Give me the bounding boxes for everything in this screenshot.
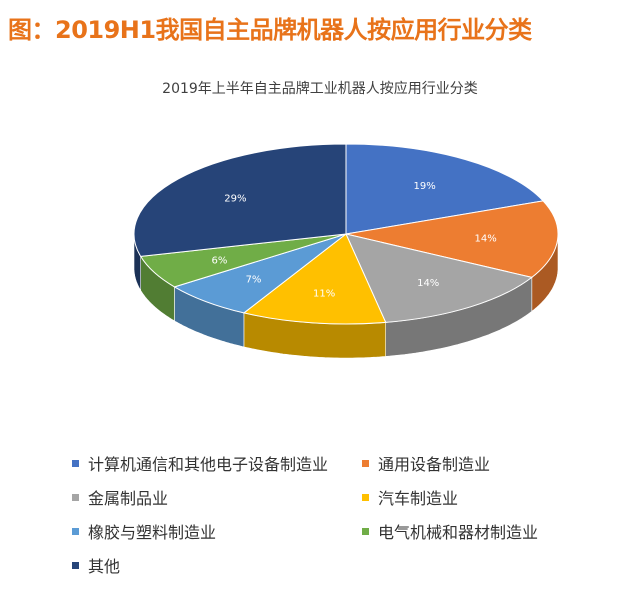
legend-swatch bbox=[362, 459, 369, 467]
slice-label-2: 14% bbox=[417, 278, 439, 289]
slice-label-3: 11% bbox=[313, 289, 335, 300]
slice-label-5: 6% bbox=[211, 255, 227, 266]
legend-label: 汽车制造业 bbox=[378, 489, 459, 508]
legend-item: 其他 bbox=[72, 554, 362, 576]
pie-slice-6 bbox=[133, 143, 347, 257]
pie-slice-1 bbox=[345, 200, 559, 278]
slice-label-4: 7% bbox=[246, 275, 262, 286]
legend-item: 通用设备制造业 bbox=[362, 452, 612, 474]
slice-label-1: 14% bbox=[474, 234, 496, 245]
legend-item: 计算机通信和其他电子设备制造业 bbox=[72, 452, 362, 474]
slice-label-6: 29% bbox=[224, 194, 246, 205]
slice-label-0: 19% bbox=[413, 181, 435, 192]
legend-swatch bbox=[362, 527, 369, 535]
legend-item: 电气机械和器材制造业 bbox=[362, 520, 612, 542]
legend-label: 橡胶与塑料制造业 bbox=[88, 523, 217, 542]
legend-label: 电气机械和器材制造业 bbox=[378, 523, 539, 542]
legend-swatch bbox=[72, 493, 79, 501]
legend-label: 金属制品业 bbox=[88, 489, 169, 508]
chart-title: 2019年上半年自主品牌工业机器人按应用行业分类 bbox=[162, 81, 478, 97]
figure-title: 图：2019H1我国自主品牌机器人按应用行业分类 bbox=[8, 16, 532, 44]
legend-swatch bbox=[72, 459, 79, 467]
legend-swatch bbox=[72, 527, 79, 535]
legend-label: 其他 bbox=[88, 557, 121, 576]
pie-slice-3 bbox=[242, 233, 387, 325]
legend-swatch bbox=[362, 493, 369, 501]
legend-item: 汽车制造业 bbox=[362, 486, 612, 508]
legend: 计算机通信和其他电子设备制造业 通用设备制造业金属制品业 汽车制造业橡胶与塑料制造业… bbox=[72, 452, 612, 576]
pie-slice-2 bbox=[345, 233, 533, 323]
legend-item: 橡胶与塑料制造业 bbox=[72, 520, 362, 542]
pie-slice-0 bbox=[345, 143, 545, 235]
legend-item: 金属制品业 bbox=[72, 486, 362, 508]
legend-swatch bbox=[72, 561, 79, 569]
legend-label: 通用设备制造业 bbox=[378, 455, 491, 474]
legend-label: 计算机通信和其他电子设备制造业 bbox=[88, 455, 329, 474]
